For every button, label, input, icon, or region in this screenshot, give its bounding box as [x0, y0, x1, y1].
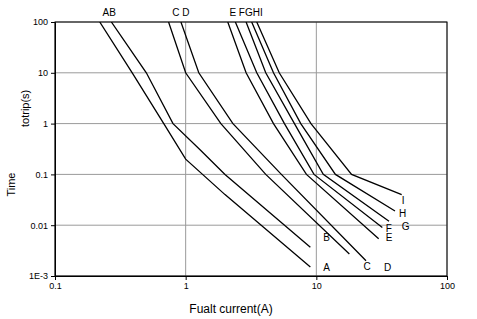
x-tick-mark — [447, 276, 448, 280]
y-grid-line — [55, 123, 447, 124]
y-grid-line — [55, 72, 447, 73]
x-tick-label: 0.1 — [49, 281, 62, 291]
curve-label: A — [323, 262, 330, 273]
y-axis-title: totrip(s) — [19, 90, 31, 127]
y-tick-label: 1E-3 — [29, 271, 48, 281]
trip-curve — [181, 22, 366, 261]
curve-label: F — [386, 223, 392, 234]
x-tick-label: 100 — [440, 281, 455, 291]
x-tick-mark — [316, 276, 317, 280]
y-tick-mark — [51, 225, 55, 226]
x-tick: 10 — [312, 276, 322, 291]
grid — [55, 22, 447, 276]
trip-curve — [257, 22, 402, 195]
series-lines — [100, 22, 402, 267]
x-grid-line — [316, 22, 317, 276]
y-grid-line — [55, 174, 447, 175]
chart: 0.11101001E-30.010.1110100ABCDEFGHIABC D… — [0, 0, 477, 319]
y-tick-label: 100 — [33, 17, 48, 27]
x-axis-title: Fualt current(A) — [189, 302, 272, 316]
y-axis: 1E-3 0.01 0.1 1 10 100 — [29, 17, 56, 281]
y-tick: 10 — [38, 68, 55, 78]
x-axis-line — [56, 277, 448, 281]
y-tick-mark — [51, 124, 55, 125]
curve-label: C — [364, 261, 371, 272]
x-axis: 0.1 1 10 100 — [49, 276, 455, 291]
curve-label: E — [386, 232, 393, 243]
y-tick: 100 — [33, 17, 55, 27]
x-tick-label: 1 — [184, 281, 189, 291]
x-tick: 1 — [184, 276, 189, 291]
x-tick-mark — [186, 276, 187, 280]
y-tick-mark — [51, 73, 55, 74]
curve-labels: A B C D EFGHI — [323, 195, 409, 274]
y-tick-mark — [51, 174, 55, 175]
y-tick-label: 0.01 — [30, 221, 48, 231]
y-tick: 1 — [43, 119, 55, 129]
curve-label: H — [399, 208, 406, 219]
y-tick-mark — [51, 276, 55, 277]
y-tick: 1E-3 — [29, 271, 55, 281]
y-tick: 0.01 — [30, 221, 55, 231]
top-label: C D — [172, 7, 189, 18]
top-label: E FGHI — [229, 7, 262, 18]
trip-curve — [246, 22, 389, 221]
y-tick-mark — [51, 22, 55, 23]
curve-label: B — [323, 232, 330, 243]
x-tick: 100 — [440, 276, 455, 291]
y-tick-label: 10 — [38, 68, 48, 78]
plot: 0.11101001E-30.010.1110100ABCDEFGHIABC D… — [29, 7, 455, 291]
curve-label: D — [384, 262, 391, 273]
top-label: AB — [103, 7, 117, 18]
y-axis-title: Time — [5, 173, 17, 197]
curve-label: I — [402, 195, 405, 206]
x-tick-label: 10 — [312, 281, 322, 291]
x-tick: 0.1 — [49, 276, 62, 291]
curve-label: G — [402, 221, 410, 232]
plot-frame — [55, 22, 447, 276]
trip-curve — [100, 22, 311, 267]
x-grid-line — [185, 22, 186, 276]
y-tick-label: 0.1 — [35, 170, 48, 180]
y-tick-label: 1 — [43, 119, 48, 129]
y-axis-line — [51, 23, 56, 277]
y-tick: 0.1 — [35, 170, 55, 180]
